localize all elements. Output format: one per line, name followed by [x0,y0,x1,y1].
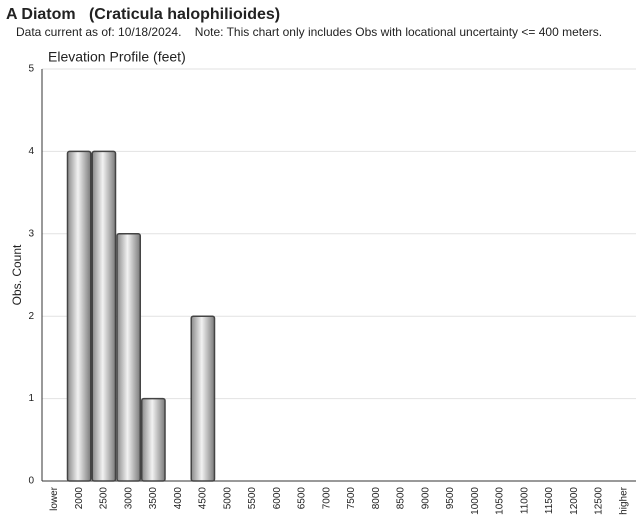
x-tick-label: 7000 [321,487,332,510]
x-tick-label: lower [49,486,60,511]
x-tick-label: 6500 [297,487,308,510]
subtitle: Data current as of: 10/18/2024. Note: Th… [16,25,602,39]
x-tick-label: higher [618,486,629,514]
chart-title: Elevation Profile (feet) [48,49,186,65]
bar [140,397,166,482]
x-tick-label: 3500 [148,487,159,510]
x-tick-label: 9500 [445,487,456,510]
y-axis-label: Obs. Count [10,244,24,305]
x-tick-label: 11500 [544,487,555,515]
bar [91,150,117,482]
y-tick-label: 1 [28,393,34,404]
x-tick-label: 12000 [569,487,580,515]
y-tick-label: 4 [28,146,34,157]
x-tick-label: 10000 [470,487,481,515]
x-tick-label: 3000 [123,487,134,510]
title: A Diatom (Craticula halophilioides) [6,6,280,23]
x-tick-label: 8500 [396,487,407,510]
bar [66,150,92,482]
y-tick-label: 0 [28,476,34,487]
x-tick-label: 5500 [247,487,258,510]
x-tick-label: 4000 [173,487,184,510]
x-tick-label: 2000 [74,487,85,510]
x-tick-label: 7500 [346,487,357,510]
x-tick-label: 11000 [519,487,530,515]
x-tick-label: 2500 [99,487,110,510]
x-tick-label: 9000 [420,487,431,510]
x-tick-label: 5000 [222,487,233,510]
x-tick-label: 12500 [594,487,605,515]
y-tick-label: 5 [28,64,34,75]
x-tick-label: 10500 [495,487,506,515]
y-tick-label: 2 [28,311,34,322]
x-tick-label: 4500 [198,487,209,510]
bar [116,233,142,482]
bar [190,315,216,482]
y-tick-label: 3 [28,228,34,239]
x-tick-label: 6000 [272,487,283,510]
x-tick-label: 8000 [371,487,382,510]
